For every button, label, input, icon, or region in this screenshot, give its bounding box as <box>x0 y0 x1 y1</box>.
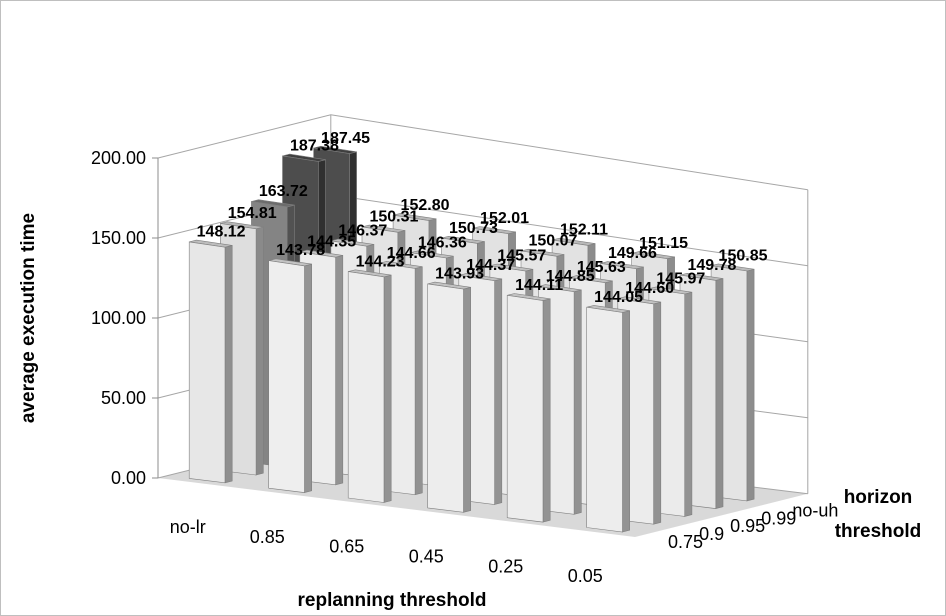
bar-side <box>255 226 264 476</box>
gridline <box>157 114 808 191</box>
data-label: 146.37 <box>338 223 387 240</box>
z-tick-label: 0.99 <box>761 508 796 528</box>
data-label: 146.36 <box>418 234 467 251</box>
data-label: 145.97 <box>656 270 705 287</box>
bar-side <box>224 245 233 484</box>
data-label: 148.12 <box>197 224 246 241</box>
y-tick-label: 50.00 <box>101 388 146 408</box>
y-tick-label: 150.00 <box>91 228 146 248</box>
bar-side <box>304 263 313 493</box>
data-label: 144.35 <box>307 234 356 251</box>
data-label: 143.78 <box>276 242 325 259</box>
data-label: 144.05 <box>594 289 643 306</box>
bar <box>347 271 385 503</box>
data-label: 152.11 <box>560 222 608 239</box>
bar-side <box>494 278 503 505</box>
data-label: 144.60 <box>625 280 674 297</box>
bar-side <box>746 268 755 502</box>
x-tick-label: 0.85 <box>250 527 285 547</box>
data-label: 152.80 <box>401 197 450 214</box>
x-tick-label: 0.25 <box>488 556 523 576</box>
data-label: 144.37 <box>466 257 515 274</box>
z-axis-title: threshold <box>835 521 922 542</box>
data-label: 143.93 <box>435 266 484 283</box>
data-label: 144.23 <box>356 253 405 270</box>
bar-side <box>622 310 631 533</box>
z-tick-label: 0.75 <box>668 532 703 552</box>
y-axis-title: average execution time <box>18 213 39 423</box>
bar <box>427 283 464 513</box>
data-label: 144.66 <box>387 245 436 262</box>
x-tick-label: 0.05 <box>568 566 603 586</box>
bar <box>268 260 305 493</box>
bar-side <box>573 289 582 515</box>
bar-side <box>383 274 392 503</box>
z-axis-title: horizon <box>844 487 913 508</box>
data-label: 150.07 <box>528 233 577 250</box>
data-label: 145.63 <box>577 259 626 276</box>
bar <box>506 294 544 523</box>
bar-side <box>715 278 724 509</box>
y-tick-label: 100.00 <box>91 308 146 328</box>
bar-side <box>542 298 551 523</box>
z-tick-label: no-uh <box>792 501 838 521</box>
bar-side <box>335 255 344 486</box>
x-tick-label: no-lr <box>170 517 206 537</box>
x-axis-title: replanning threshold <box>298 590 487 611</box>
bar <box>188 241 226 484</box>
data-label: 187.45 <box>321 130 370 147</box>
data-label: 150.73 <box>449 220 498 237</box>
data-label: 154.81 <box>228 205 277 222</box>
data-label: 151.15 <box>639 235 688 252</box>
z-tick-label: 0.95 <box>730 516 765 536</box>
data-label: 163.72 <box>259 183 308 200</box>
data-label: 150.85 <box>719 247 768 264</box>
data-label: 149.66 <box>608 245 657 262</box>
y-tick-label: 200.00 <box>91 148 146 168</box>
data-label: 152.01 <box>480 210 529 227</box>
data-label: 144.85 <box>546 268 595 285</box>
data-label: 187.38 <box>290 138 339 155</box>
data-label: 145.57 <box>497 247 546 264</box>
bar-side <box>653 301 662 525</box>
bar <box>586 306 623 533</box>
y-tick-label: 0.00 <box>111 468 146 488</box>
data-label: 144.11 <box>515 277 563 294</box>
bar-side <box>463 286 472 513</box>
x-tick-label: 0.45 <box>409 546 444 566</box>
bar-side <box>414 266 423 496</box>
x-tick-label: 0.65 <box>329 537 364 557</box>
data-label: 150.31 <box>369 209 418 226</box>
data-label: 149.78 <box>687 257 736 274</box>
bar-side <box>684 291 693 517</box>
z-tick-label: 0.9 <box>699 524 724 544</box>
